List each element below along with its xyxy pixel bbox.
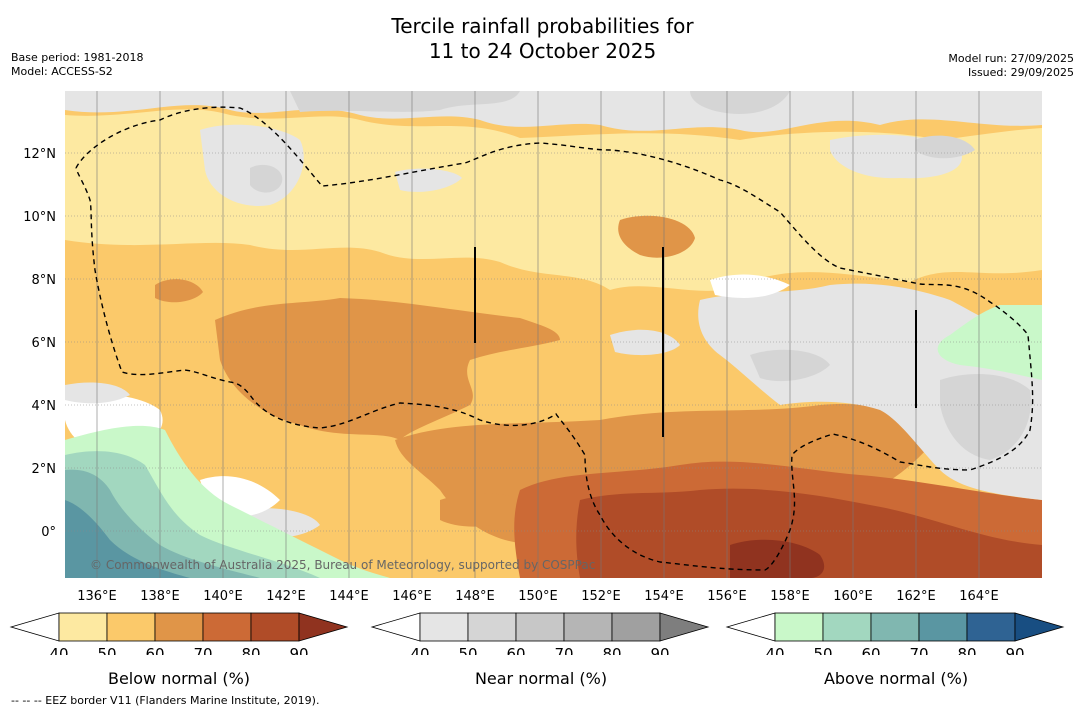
below-normal-label: Below normal (%) [107,669,251,688]
above-colorbar-segment [774,612,824,642]
lat-label: 10°N [23,210,56,225]
lon-label: 138°E [140,589,180,604]
near-colorbar-tick: 80 [602,645,621,655]
lat-label: 8°N [32,273,57,288]
below-colorbar-segment [154,612,204,642]
near-colorbar-extend-low [370,612,421,642]
below-60-ne [618,215,695,258]
above-colorbar-extend-high [1014,612,1065,642]
lat-label: 6°N [32,336,57,351]
below-colorbar-tick: 40 [49,645,68,655]
title-line-1: Tercile rainfall probabilities for [391,14,694,38]
above-colorbar-tick: 40 [765,645,784,655]
lon-labels: 136°E 138°E 140°E 142°E 144°E 146°E 148°E 150°E… [77,589,999,604]
lon-label: 164°E [959,589,999,604]
near-colorbar-tick: 40 [410,645,429,655]
near-west [65,382,130,404]
above-colorbar-segment [870,612,920,642]
near-colorbar-segment [419,612,469,642]
lon-label: 146°E [392,589,432,604]
meta-left: Base period: 1981-2018 Model: ACCESS-S2 [11,51,143,79]
gridlines [65,91,1042,578]
below-colorbar-segment [58,612,108,642]
model-name: Model: ACCESS-S2 [11,65,113,78]
near-colorbar-segment [611,612,661,642]
below-colorbar-tick: 60 [145,645,164,655]
above-colorbar-segment [822,612,872,642]
lat-label: 0° [41,525,56,540]
near-east-dark [940,374,1031,460]
above-colorbar-extend-low [725,612,776,642]
lon-label: 148°E [455,589,495,604]
near-colorbar-tick: 50 [458,645,477,655]
below-colorbar-tick: 50 [97,645,116,655]
lon-label: 150°E [518,589,558,604]
lon-label: 144°E [329,589,369,604]
below-colorbar-extend-high [298,612,349,642]
below-colorbar-tick: 80 [241,645,260,655]
above-colorbar-segment [966,612,1016,642]
near-colorbar-extend-high [659,612,710,642]
below-colorbar-tick: 90 [289,645,308,655]
lat-label: 4°N [32,399,57,414]
below-80 [576,488,1042,578]
above-colorbar-tick: 90 [1005,645,1024,655]
near-top-dark-2 [690,91,790,114]
lon-label: 160°E [833,589,873,604]
below-colorbar-extend-low [9,612,60,642]
below-40 [65,109,1042,291]
lon-label: 162°E [896,589,936,604]
above-east [937,305,1042,380]
below-60-w [155,279,203,303]
lon-label: 154°E [644,589,684,604]
near-normal-label: Near normal (%) [474,669,608,688]
near-colorbar-segment [563,612,613,642]
lon-label: 140°E [203,589,243,604]
lon-label: 158°E [770,589,810,604]
below-60-west [215,298,560,440]
copyright-note: © Commonwealth of Australia 2025, Bureau… [90,558,596,572]
below-colorbar-tick: 70 [193,645,212,655]
lat-labels: 12°N 10°N 8°N 6°N 4°N 2°N 0° [23,147,56,540]
below-colorbar-segment [202,612,252,642]
below-colorbar-segment [106,612,156,642]
white-gap-1 [710,274,790,298]
model-run: Model run: 27/09/2025 [948,52,1074,65]
above-colorbar-tick: 70 [909,645,928,655]
lat-label: 12°N [23,147,56,162]
colorbars: 40 50 60 70 80 90 40 50 60 70 80 90 40 50 60 70 80 90 [9,612,1065,655]
lon-label: 136°E [77,589,117,604]
near-colorbar-tick: 60 [506,645,525,655]
map-field [65,91,1042,578]
issued-date: Issued: 29/09/2025 [967,66,1074,79]
lon-label: 156°E [707,589,747,604]
above-70 [65,500,190,578]
above-colorbar-segment [918,612,968,642]
near-blob-3-dark [915,135,975,159]
near-top-dark [290,91,520,112]
lon-label: 142°E [266,589,306,604]
base-period: Base period: 1981-2018 [11,51,144,64]
eez-border [75,106,1034,571]
below-90 [730,539,825,578]
near-colorbar-tick: 90 [650,645,669,655]
eez-note: -- -- -- EEZ border V11 (Flanders Marine… [11,694,320,707]
meta-right: Model run: 27/09/2025 Issued: 29/09/2025 [948,52,1074,80]
near-colorbar-tick: 70 [554,645,573,655]
above-colorbar-tick: 60 [861,645,880,655]
below-colorbar-segment [250,612,300,642]
above-colorbar-tick: 80 [957,645,976,655]
above-colorbar-tick: 50 [813,645,832,655]
lon-label: 152°E [581,589,621,604]
chart-title: Tercile rainfall probabilities for 11 to… [0,14,1085,64]
near-colorbar-segment [515,612,565,642]
near-blob-1-dark [250,164,283,193]
lat-label: 2°N [32,462,57,477]
above-normal-label: Above normal (%) [823,669,969,688]
title-line-2: 11 to 24 October 2025 [428,39,657,63]
near-colorbar-segment [467,612,517,642]
